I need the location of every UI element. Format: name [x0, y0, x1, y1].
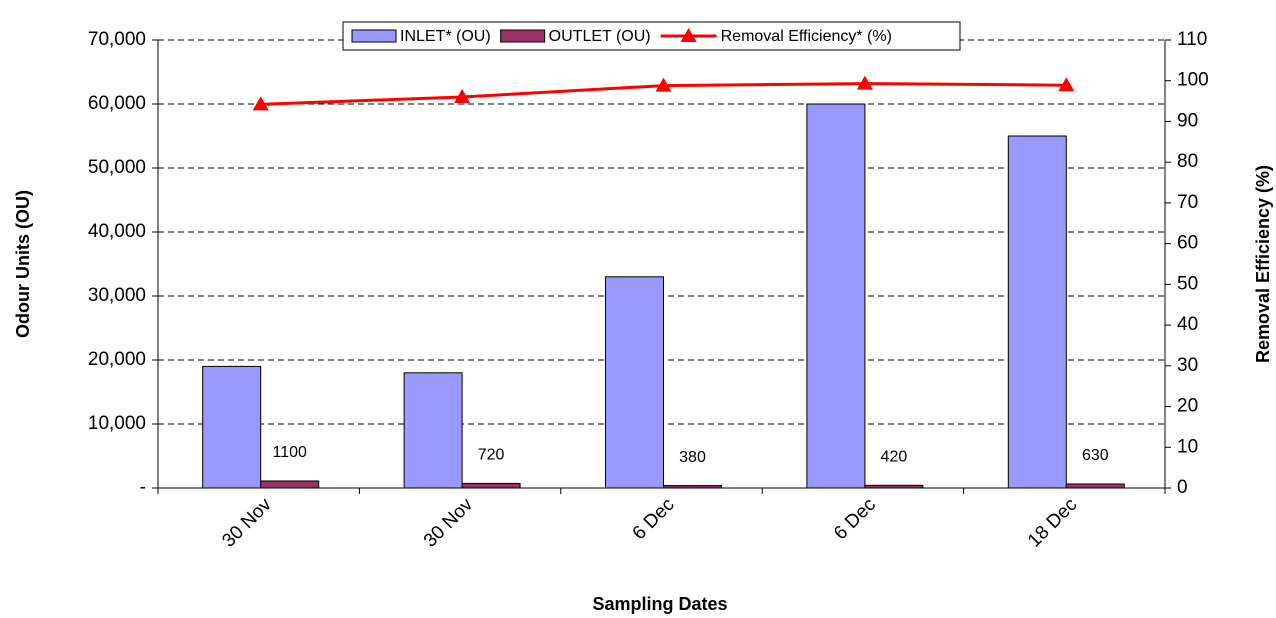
bar	[461, 482, 521, 489]
legend-box	[342, 21, 961, 51]
y2-tick-label: 70	[1177, 192, 1198, 213]
y-tick-label: 60,000	[88, 93, 146, 114]
x-axis-title: Sampling Dates	[592, 594, 727, 614]
data-label: 420	[881, 449, 908, 466]
y-tick-label: 20,000	[88, 349, 146, 370]
bar	[1007, 135, 1067, 489]
y-tick-label: -	[140, 477, 146, 498]
data-label: 380	[679, 449, 706, 466]
y2-tick-label: 60	[1177, 233, 1198, 254]
legend-label: OUTLET (OU)	[549, 28, 651, 45]
marker	[1058, 77, 1075, 92]
y-tick-label: 40,000	[88, 221, 146, 242]
y2-tick-label: 80	[1177, 151, 1198, 172]
legend-swatch	[351, 29, 397, 43]
x-tick-label: 6 Dec	[830, 494, 880, 544]
y2-tick-label: 0	[1177, 477, 1188, 498]
y-tick-label: 30,000	[88, 285, 146, 306]
y2-tick-label: 40	[1177, 314, 1198, 335]
y-axis-title: Odour Units (OU)	[13, 190, 33, 338]
marker	[655, 77, 672, 92]
y-tick-label: 50,000	[88, 157, 146, 178]
y2-tick-label: 10	[1177, 436, 1198, 457]
y2-tick-label: 30	[1177, 355, 1198, 376]
data-label: 1100	[272, 444, 307, 461]
bar	[403, 372, 463, 489]
x-tick-label: 6 Dec	[629, 494, 679, 544]
y-tick-label: 10,000	[88, 413, 146, 434]
bar	[260, 480, 320, 489]
marker	[454, 89, 471, 104]
legend-swatch	[500, 29, 546, 43]
bar	[202, 365, 262, 489]
marker	[856, 75, 873, 90]
y-tick-label: 70,000	[88, 29, 146, 50]
y2-axis-title: Removal Efficiency (%)	[1253, 165, 1273, 363]
y2-tick-label: 100	[1177, 70, 1209, 91]
legend-label: INLET* (OU)	[400, 28, 491, 45]
x-tick-label: 30 Nov	[420, 494, 478, 552]
data-label: 720	[478, 447, 505, 464]
bar	[1065, 483, 1125, 489]
bar	[605, 276, 664, 489]
marker	[252, 96, 269, 111]
y2-tick-label: 90	[1177, 110, 1198, 131]
x-tick-label: 18 Dec	[1024, 494, 1081, 551]
y2-tick-label: 20	[1177, 396, 1198, 417]
legend-label: Removal Efficiency* (%)	[721, 28, 892, 45]
legend-marker	[680, 28, 697, 42]
x-tick-label: 30 Nov	[218, 494, 276, 552]
y2-tick-label: 110	[1177, 29, 1207, 50]
data-label: 630	[1082, 447, 1109, 464]
y2-tick-label: 50	[1177, 273, 1198, 294]
bar	[806, 103, 866, 489]
